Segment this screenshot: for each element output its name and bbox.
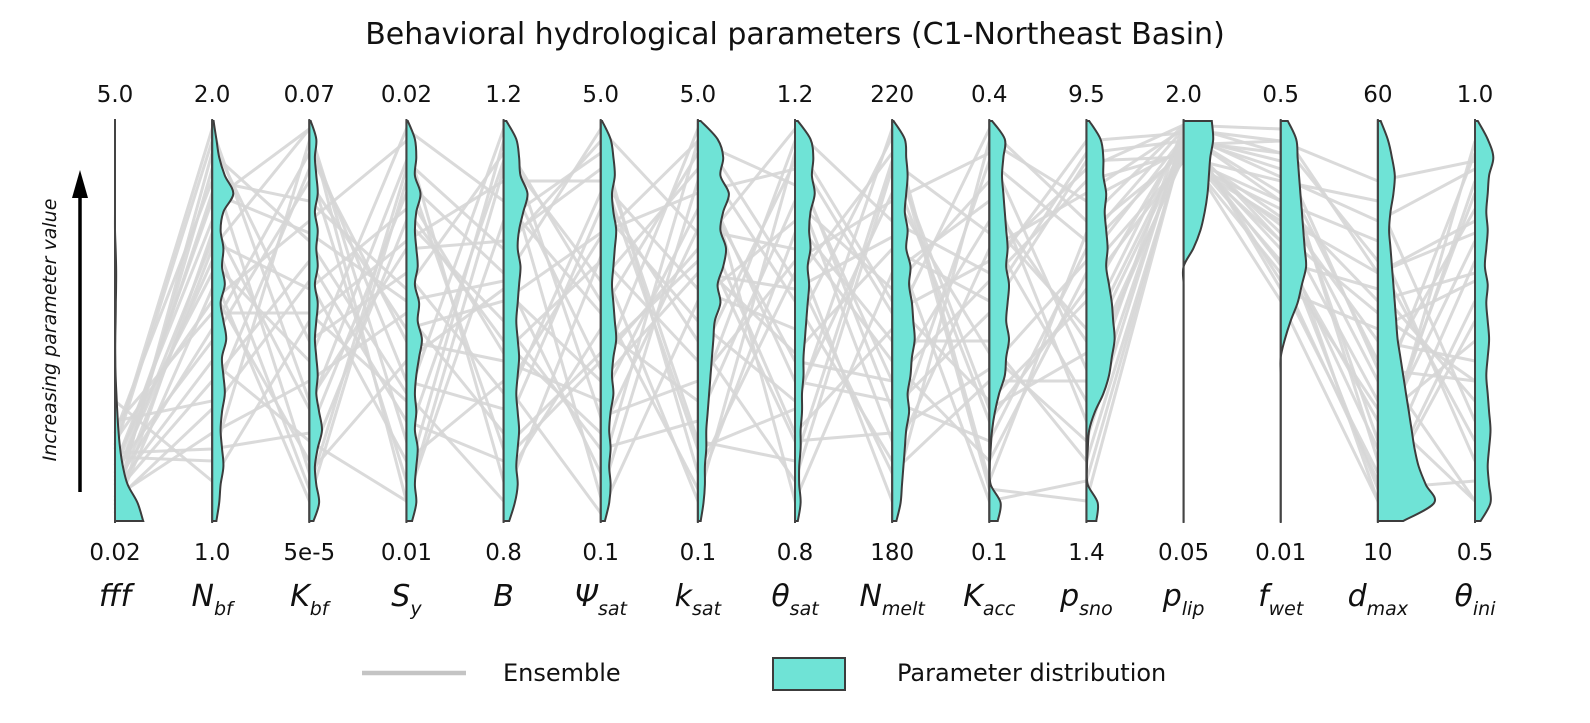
parameter-name-label: Kbf — [290, 579, 332, 620]
parameter-name-label: Nbf — [192, 579, 237, 620]
legend-distribution-swatch — [772, 657, 846, 691]
parameter-name-label: fff — [99, 579, 136, 614]
axis-top-tick-label: 60 — [1363, 82, 1392, 108]
parameter-name-label: Ψsat — [574, 579, 628, 620]
axis-bottom-tick-label: 0.1 — [680, 540, 717, 566]
axis-top-tick-label: 9.5 — [1068, 82, 1105, 108]
parameter-distribution-shape — [502, 120, 529, 522]
parameter-distribution-shape — [1181, 120, 1215, 522]
axis-top-tick-label: 0.02 — [381, 82, 432, 108]
parameter-distribution-shape — [1376, 120, 1437, 522]
axis-bottom-tick-label: 0.1 — [971, 540, 1008, 566]
axis-bottom-tick-label: 0.1 — [582, 540, 619, 566]
axis-top-tick-label: 5.0 — [680, 82, 717, 108]
axis-top-tick-label: 1.2 — [485, 82, 522, 108]
axis-top-tick-label: 1.2 — [777, 82, 814, 108]
axis-bottom-tick-label: 0.5 — [1457, 540, 1494, 566]
axis-top-tick-label: 2.0 — [1165, 82, 1202, 108]
axis-top-tick-label: 0.4 — [971, 82, 1008, 108]
y-axis-arrow — [72, 170, 88, 492]
legend: Ensemble Parameter distribution — [362, 657, 1166, 691]
legend-ensemble-label: Ensemble — [503, 659, 621, 687]
parameter-distribution-shape — [405, 120, 423, 522]
axis-bottom-tick-label: 180 — [870, 540, 914, 566]
axis-top-tick-label: 5.0 — [97, 82, 134, 108]
parameter-name-label: Nmelt — [859, 579, 926, 620]
axis-bottom-tick-label: 0.01 — [1255, 540, 1306, 566]
parameter-distribution-shape — [211, 120, 235, 522]
parameter-distribution-shape — [988, 120, 1011, 522]
axis-bottom-tick-label: 10 — [1363, 540, 1392, 566]
chart-title: Behavioral hydrological parameters (C1-N… — [365, 17, 1225, 52]
parameter-distribution-shape — [1474, 120, 1495, 522]
parameter-name-label: plip — [1162, 579, 1205, 620]
parameter-name-label: dmax — [1348, 579, 1409, 620]
parameter-axes: 5.0 0.02 fff 2.0 1.0 Nbf 0.07 5e-5 Kbf 0.02 0.01 Sy… — [89, 82, 1496, 620]
axis-bottom-tick-label: 0.02 — [89, 540, 140, 566]
axis-top-tick-label: 0.07 — [284, 82, 335, 108]
axis-top-tick-label: 2.0 — [194, 82, 231, 108]
parameter-name-label: B — [493, 579, 514, 614]
axis-bottom-tick-label: 1.0 — [194, 540, 231, 566]
parameter-name-label: Kacc — [963, 579, 1016, 620]
axis-bottom-tick-label: 0.8 — [485, 540, 522, 566]
parameter-distribution-shape — [891, 120, 916, 522]
legend-distribution-label: Parameter distribution — [897, 659, 1166, 687]
axis-bottom-tick-label: 1.4 — [1068, 540, 1105, 566]
axis-top-tick-label: 1.0 — [1457, 82, 1494, 108]
axis-bottom-tick-label: 0.8 — [777, 540, 814, 566]
axis-top-tick-label: 5.0 — [582, 82, 619, 108]
parameter-distribution-shape — [599, 120, 618, 522]
y-axis-label: Increasing parameter value — [39, 199, 61, 462]
axis-bottom-tick-label: 0.05 — [1158, 540, 1209, 566]
parameter-distributions — [113, 120, 1495, 522]
parameter-name-label: fwet — [1258, 579, 1305, 620]
parameter-name-label: θsat — [771, 579, 820, 620]
axis-top-tick-label: 0.5 — [1262, 82, 1299, 108]
axis-bottom-tick-label: 0.01 — [381, 540, 432, 566]
axis-bottom-tick-label: 5e-5 — [283, 540, 335, 566]
axis-top-tick-label: 220 — [870, 82, 914, 108]
parameter-distribution-shape — [308, 120, 324, 522]
parameter-name-label: psno — [1059, 579, 1113, 620]
parameter-name-label: θini — [1455, 579, 1497, 620]
parameter-name-label: Sy — [391, 579, 422, 620]
parameter-name-label: ksat — [675, 579, 723, 620]
parameter-distribution-shape — [794, 120, 816, 522]
parameter-distribution-shape — [696, 120, 730, 522]
